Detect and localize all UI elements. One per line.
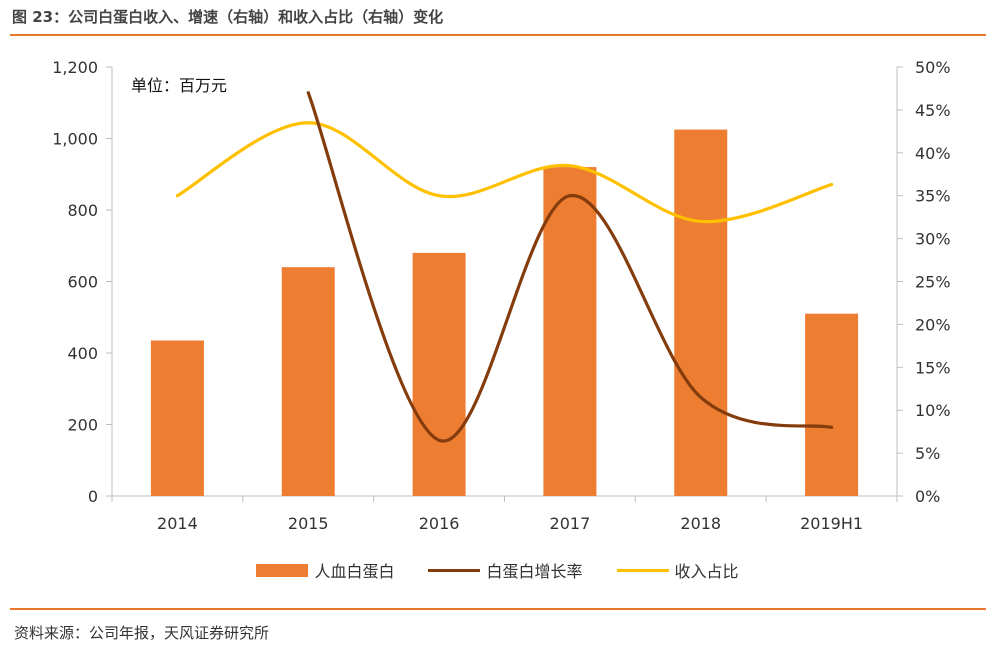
left-tick-label: 800 (67, 201, 98, 220)
left-tick-label: 200 (67, 416, 98, 435)
right-tick-label: 10% (915, 401, 951, 420)
x-tick-label: 2019H1 (800, 514, 863, 533)
bottom-divider (10, 608, 986, 610)
revenue-share-point (699, 220, 702, 223)
x-tick-label: 2017 (550, 514, 591, 533)
legend-swatch-bar (256, 563, 309, 577)
bar (674, 129, 728, 496)
right-tick-label: 30% (915, 230, 951, 249)
revenue-share-point (437, 194, 441, 197)
legend-label: 人血白蛋白 (314, 562, 395, 581)
unit-label: 单位：百万元 (131, 76, 228, 95)
right-tick-label: 0% (915, 487, 940, 506)
revenue-share-point (568, 164, 572, 167)
revenue-share-point (176, 194, 179, 197)
growth-rate-path (306, 91, 834, 443)
chart-legend: 人血白蛋白 白蛋白增长率 收入占比 (0, 558, 995, 582)
legend-item-growth-rate: 白蛋白增长率 (428, 558, 583, 582)
legend-swatch-line (616, 568, 669, 572)
bar (150, 340, 204, 496)
growth-rate-point (568, 194, 572, 197)
line-series-growth-rate (306, 91, 834, 443)
left-axis-ticks: 0 200 400 600 800 1,000 1,200 (52, 58, 112, 506)
growth-rate-point (307, 91, 310, 94)
legend-item-revenue-share: 收入占比 (616, 558, 739, 582)
figure-title: 图 23：公司白蛋白收入、增速（右轴）和收入占比（右轴）变化 (12, 8, 444, 26)
bar (805, 313, 859, 496)
left-tick-label: 1,200 (52, 58, 98, 77)
chart-canvas: 0 200 400 600 800 1,000 1,200 0% 5% 10% 15% 20% 25%… (52, 58, 951, 533)
right-axis-ticks: 0% 5% 10% 15% 20% 25% 30% 35% 40% 45% 50% (897, 58, 951, 506)
right-tick-label: 15% (915, 358, 951, 377)
revenue-share-point (830, 183, 833, 186)
source-note: 资料来源：公司年报，天风证券研究所 (14, 624, 270, 642)
growth-rate-point (830, 426, 833, 429)
legend-label: 白蛋白增长率 (486, 562, 583, 581)
right-tick-label: 50% (915, 58, 951, 77)
left-tick-label: 400 (67, 344, 98, 363)
x-axis-ticks: 2014 2015 2016 2017 2018 2019H1 (111, 496, 898, 533)
x-tick-label: 2015 (288, 514, 329, 533)
right-tick-label: 25% (915, 273, 951, 292)
chart-axes (111, 67, 898, 497)
left-tick-label: 0 (88, 487, 98, 506)
bar (543, 167, 597, 496)
right-tick-label: 45% (915, 101, 951, 120)
revenue-share-path (175, 121, 834, 224)
line-series-revenue-share (175, 121, 834, 224)
x-tick-label: 2016 (419, 514, 460, 533)
left-tick-label: 600 (67, 273, 98, 292)
legend-swatch-line (428, 568, 481, 572)
revenue-share-point (307, 121, 310, 124)
right-tick-label: 5% (915, 444, 940, 463)
top-divider (10, 34, 986, 36)
bar (281, 267, 335, 496)
right-tick-label: 20% (915, 315, 951, 334)
bar-series-human-albumin (150, 129, 859, 496)
right-tick-label: 35% (915, 187, 951, 206)
x-tick-label: 2018 (680, 514, 721, 533)
x-tick-label: 2014 (157, 514, 198, 533)
growth-rate-point (437, 439, 441, 442)
legend-label: 收入占比 (674, 562, 739, 581)
legend-item-human-albumin: 人血白蛋白 (256, 558, 394, 582)
growth-rate-point (699, 396, 702, 399)
right-tick-label: 40% (915, 144, 951, 163)
left-tick-label: 1,000 (52, 130, 98, 149)
bar (412, 252, 466, 496)
